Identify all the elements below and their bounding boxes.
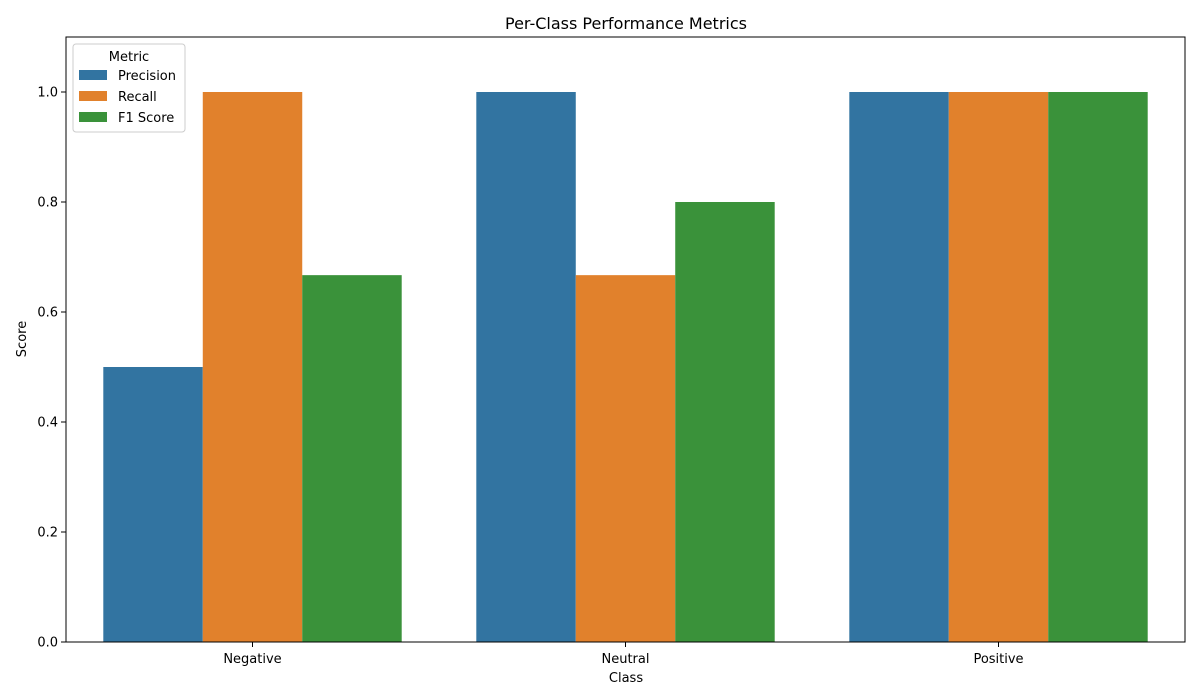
legend: Metric Precision Recall F1 Score [72,43,186,133]
bar-f1-score-neutral [675,202,775,642]
chart-title: Per-Class Performance Metrics [505,14,747,33]
y-tick-label: 0.4 [37,416,58,431]
bar-f1-score-negative [302,275,402,642]
bar-precision-negative [103,367,203,642]
bar-recall-neutral [575,275,676,642]
bar-recall-negative [202,92,303,642]
legend-swatch-f1-score [79,112,107,122]
bar-f1-score-positive [1048,92,1148,642]
legend-box [72,43,186,133]
y-axis-label: Score [15,321,30,357]
x-axis: Negative Neutral Positive [223,642,1024,667]
bar-recall-positive [948,92,1049,642]
y-tick-label: 0.8 [37,196,58,211]
bars-group [103,92,1148,642]
x-tick-label: Negative [223,652,281,667]
x-tick-label: Neutral [602,652,650,667]
legend-label-f1-score: F1 Score [118,111,174,126]
y-tick-label: 1.0 [37,86,58,101]
legend-swatch-precision [79,70,107,80]
bar-precision-neutral [476,92,576,642]
x-tick-label: Positive [973,652,1023,667]
y-tick-label: 0.2 [37,526,58,541]
y-tick-label: 0.6 [37,306,58,321]
legend-label-precision: Precision [118,69,176,84]
bar-precision-positive [849,92,949,642]
legend-swatch-recall [79,91,107,101]
x-axis-label: Class [609,671,643,686]
legend-title: Metric [109,50,149,65]
y-tick-label: 0.0 [37,636,58,651]
legend-label-recall: Recall [118,90,157,105]
y-axis: 0.0 0.2 0.4 0.6 0.8 1.0 [37,86,66,651]
